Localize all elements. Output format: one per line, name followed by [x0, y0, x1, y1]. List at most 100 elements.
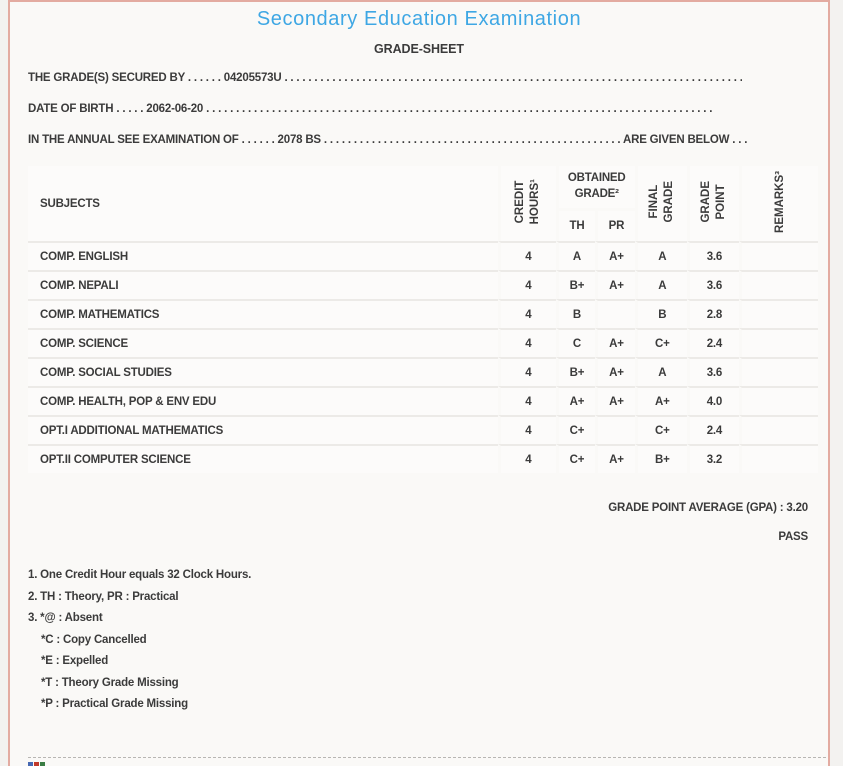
- student-info-section: THE GRADE(S) SECURED BY . . . . . . 0420…: [18, 72, 820, 149]
- cell-remarks: [738, 328, 818, 357]
- cell-credit-hours: 4: [498, 241, 556, 270]
- table-row: COMP. HEALTH, POP & ENV EDU 4 A+ A+ A+ 4…: [28, 386, 818, 415]
- grade-table-body: COMP. ENGLISH 4 A A+ A 3.6 COMP. NEPALI …: [28, 241, 818, 473]
- cell-final-grade: A+: [634, 386, 687, 415]
- footnote-line: *T : Theory Grade Missing: [41, 676, 179, 689]
- cell-practical-grade: A+: [595, 357, 635, 386]
- cell-credit-hours: 4: [498, 415, 556, 444]
- cell-remarks: [738, 444, 818, 473]
- cell-theory-grade: A+: [555, 386, 596, 415]
- cell-practical-grade: A+: [595, 328, 635, 357]
- cell-theory-grade: B+: [555, 270, 596, 299]
- column-header-obtained-grade: OBTAINED GRADE²: [555, 166, 635, 208]
- cell-theory-grade: C+: [555, 444, 596, 473]
- cell-practical-grade: A+: [595, 386, 635, 415]
- cell-remarks: [738, 241, 818, 270]
- gpa-line: GRADE POINT AVERAGE (GPA) : 3.20: [608, 502, 808, 514]
- dashed-divider: [28, 757, 826, 758]
- cell-subject: COMP. SOCIAL STUDIES: [28, 357, 499, 386]
- cell-final-grade: C+: [634, 328, 687, 357]
- cell-theory-grade: B: [555, 299, 596, 328]
- grades-secured-by-line: THE GRADE(S) SECURED BY . . . . . . 0420…: [28, 72, 742, 84]
- cell-grade-point: 3.6: [686, 241, 739, 270]
- table-row: COMP. SOCIAL STUDIES 4 B+ A+ A 3.6: [28, 357, 818, 386]
- cell-final-grade: A: [634, 270, 687, 299]
- logo-fragment-red: [34, 762, 39, 766]
- cell-grade-point: 2.8: [686, 299, 739, 328]
- cell-practical-grade: A+: [595, 444, 635, 473]
- cell-remarks: [738, 357, 818, 386]
- footnote-line: 1. One Credit Hour equals 32 Clock Hours…: [28, 569, 252, 581]
- table-row: COMP. SCIENCE 4 C A+ C+ 2.4: [28, 328, 818, 357]
- cell-practical-grade: [595, 299, 635, 328]
- cell-credit-hours: 4: [498, 386, 556, 415]
- cell-theory-grade: A: [555, 241, 596, 270]
- cell-subject: OPT.II COMPUTER SCIENCE: [28, 444, 499, 473]
- page-title: Secondary Education Examination: [256, 8, 582, 30]
- cell-remarks: [738, 415, 818, 444]
- footnote-line: 3. *@ : Absent: [28, 612, 103, 624]
- column-header-theory: TH: [555, 208, 596, 241]
- cell-final-grade: A: [634, 241, 687, 270]
- cell-final-grade: C+: [634, 415, 687, 444]
- date-of-birth-line: DATE OF BIRTH . . . . . 2062-06-20 . . .…: [28, 103, 713, 115]
- final-grade-label: FINAL GRADE: [648, 181, 676, 223]
- cell-subject: COMP. ENGLISH: [28, 241, 499, 270]
- table-row: OPT.II COMPUTER SCIENCE 4 C+ A+ B+ 3.2: [28, 444, 818, 473]
- column-header-grade-point: GRADE POINT: [686, 166, 739, 241]
- cell-remarks: [738, 386, 818, 415]
- remarks-label: REMARKS³: [773, 171, 786, 233]
- cell-grade-point: 3.6: [686, 270, 739, 299]
- cell-grade-point: 2.4: [686, 415, 739, 444]
- cell-final-grade: A: [634, 357, 687, 386]
- pass-status: PASS: [778, 531, 808, 543]
- grade-sheet-page: Secondary Education Examination GRADE-SH…: [8, 0, 830, 766]
- cell-grade-point: 2.4: [686, 328, 739, 357]
- credit-hours-label: CREDIT HOURS¹: [514, 179, 542, 225]
- cell-grade-point: 3.6: [686, 357, 739, 386]
- grade-sheet-heading: GRADE-SHEET: [374, 42, 464, 56]
- grade-table: SUBJECTS CREDIT HOURS¹ OBTAINED GRADE² F…: [28, 166, 818, 473]
- cell-practical-grade: A+: [595, 270, 635, 299]
- are-given-below-text: ARE GIVEN BELOW . . .: [622, 134, 748, 146]
- cell-subject: COMP. HEALTH, POP & ENV EDU: [28, 386, 499, 415]
- cell-final-grade: B+: [634, 444, 687, 473]
- logo-fragment-blue: [28, 762, 33, 766]
- footnote-line: *P : Practical Grade Missing: [41, 698, 188, 710]
- cell-credit-hours: 4: [498, 328, 556, 357]
- cell-theory-grade: B+: [555, 357, 596, 386]
- cell-theory-grade: C+: [555, 415, 596, 444]
- examination-year-text: IN THE ANNUAL SEE EXAMINATION OF . . . .…: [28, 134, 623, 146]
- column-header-remarks: REMARKS³: [738, 166, 818, 241]
- table-row: COMP. ENGLISH 4 A A+ A 3.6: [28, 241, 818, 270]
- cell-credit-hours: 4: [498, 444, 556, 473]
- cell-credit-hours: 4: [498, 357, 556, 386]
- cell-subject: OPT.I ADDITIONAL MATHEMATICS: [28, 415, 499, 444]
- table-row: OPT.I ADDITIONAL MATHEMATICS 4 C+ C+ 2.4: [28, 415, 818, 444]
- cell-credit-hours: 4: [498, 270, 556, 299]
- cell-grade-point: 3.2: [686, 444, 739, 473]
- cell-remarks: [738, 270, 818, 299]
- table-row: COMP. NEPALI 4 B+ A+ A 3.6: [28, 270, 818, 299]
- grade-table-header: SUBJECTS CREDIT HOURS¹ OBTAINED GRADE² F…: [28, 166, 818, 241]
- cell-final-grade: B: [634, 299, 687, 328]
- cell-practical-grade: [595, 415, 635, 444]
- column-header-practical: PR: [595, 208, 635, 241]
- column-header-final-grade: FINAL GRADE: [634, 166, 687, 241]
- cell-theory-grade: C: [555, 328, 596, 357]
- table-row: COMP. MATHEMATICS 4 B B 2.8: [28, 299, 818, 328]
- cell-subject: COMP. MATHEMATICS: [28, 299, 499, 328]
- partially-visible-logo: [28, 762, 820, 766]
- examination-year-line: IN THE ANNUAL SEE EXAMINATION OF . . . .…: [28, 134, 788, 149]
- grade-point-label: GRADE POINT: [700, 181, 728, 223]
- footnote-line: *C : Copy Cancelled: [41, 633, 147, 646]
- obtained-grade-label: OBTAINED GRADE²: [567, 172, 626, 200]
- footnote-line: *E : Expelled: [41, 655, 109, 667]
- column-header-subjects: SUBJECTS: [28, 166, 499, 241]
- cell-practical-grade: A+: [595, 241, 635, 270]
- cell-credit-hours: 4: [498, 299, 556, 328]
- footnotes-section: 1. One Credit Hour equals 32 Clock Hours…: [28, 569, 820, 710]
- footnote-line: 2. TH : Theory, PR : Practical: [28, 590, 179, 603]
- cell-remarks: [738, 299, 818, 328]
- column-header-credit-hours: CREDIT HOURS¹: [498, 166, 556, 241]
